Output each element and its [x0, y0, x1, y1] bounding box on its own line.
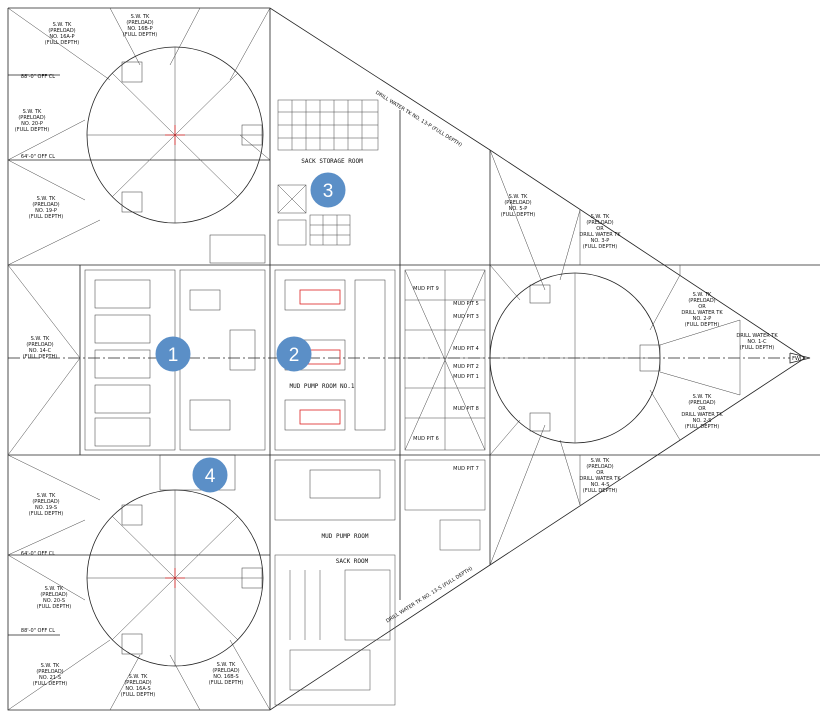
tank-label-sw-16s-b: S.W. TK (PRELOAD) NO. 16B-S (FULL DEPTH): [209, 662, 243, 686]
tank-label-sw-14c: S.W. TK (PRELOAD) NO. 14-C (FULL DEPTH): [23, 336, 57, 360]
offset-label-s64: 64'-0" OFF CL: [21, 551, 55, 557]
svg-text:3: 3: [323, 181, 334, 202]
mud-pit-2-label: MUD PIT 2: [453, 364, 479, 370]
marker-1[interactable]: 1: [155, 336, 191, 372]
tank-label-dw-1c: DRILL WATER TK NO. 1-C (FULL DEPTH): [736, 333, 778, 351]
tank-label-sw-20p: S.W. TK (PRELOAD) NO. 20-P (FULL DEPTH): [15, 109, 49, 133]
tank-labels: S.W. TK (PRELOAD) NO. 16A-P (FULL DEPTH) S.…: [15, 14, 779, 698]
tank-label-sw-2p: S.W. TK (PRELOAD) OR DRILL WATER TK NO. 2-P(…: [681, 292, 723, 328]
svg-text:1: 1: [168, 345, 179, 366]
svg-text:4: 4: [205, 466, 216, 487]
mud-pump-room-no1-label: MUD PUMP ROOM NO.1: [289, 383, 354, 390]
structural-webs: [7, 7, 741, 711]
mud-pit-9-label: MUD PIT 9: [413, 286, 439, 292]
marker-2[interactable]: 2: [276, 336, 312, 372]
mud-pump-room: [274, 269, 396, 521]
drill-water-top-label: DRILL WATER TK NO. 13-P (FULL DEPTH): [374, 90, 463, 149]
mud-pits: [404, 269, 486, 551]
tank-label-sw-4s: S.W. TK (PRELOAD) OR DRILL WATER TK NO. 4-S(…: [579, 458, 621, 494]
hull-outline: [7, 7, 820, 711]
offset-label-s88: 88'-0" OFF CL: [21, 628, 55, 634]
mud-pit-6-label: MUD PIT 6: [413, 436, 439, 442]
tank-label-sw-5p: S.W. TK (PRELOAD) NO. 5-P (FULL DEPTH): [501, 194, 535, 218]
tank-label-sw-19p: S.W. TK (PRELOAD) NO. 19-P (FULL DEPTH): [29, 196, 63, 220]
offset-label-p88: 88'-0" OFF CL: [21, 74, 55, 80]
sack-storage-label: SACK STORAGE ROOM: [301, 158, 363, 165]
mud-pump-room-label: MUD PUMP ROOM: [322, 533, 369, 540]
forward-arrow: [789, 352, 811, 364]
mud-pit-3-label: MUD PIT 3: [453, 314, 479, 320]
tank-label-sw-16p: S.W. TK (PRELOAD) NO. 16A-P (FULL DEPTH): [45, 22, 79, 46]
leg-well-starboard: [86, 489, 264, 667]
mud-pit-5-label: MUD PIT 5: [453, 301, 479, 307]
leg-well-port: [86, 46, 264, 224]
fwd-label: FWD: [792, 356, 804, 362]
drill-water-bottom-label: DRILL WATER TK NO. 13-S (FULL DEPTH): [385, 566, 474, 625]
offset-label-p64: 64'-0" OFF CL: [21, 154, 55, 160]
marker-3[interactable]: 3: [310, 172, 346, 208]
sack-room-label: SACK ROOM: [336, 558, 369, 565]
tank-label-sw-16p-b: S.W. TK (PRELOAD) NO. 16B-P (FULL DEPTH): [123, 14, 157, 38]
mud-pit-8-label: MUD PIT 8: [453, 406, 479, 412]
sack-storage-grid: [277, 99, 379, 246]
mud-pit-7-label: MUD PIT 7: [453, 466, 479, 472]
leg-well-bow: [489, 272, 661, 444]
offset-labels: 88'-0" OFF CL 64'-0" OFF CL 64'-0" OFF C…: [21, 74, 55, 634]
tank-label-sw-16s: S.W. TK (PRELOAD) NO. 16A-S (FULL DEPTH): [121, 674, 155, 698]
marker-4[interactable]: 4: [192, 457, 228, 493]
tank-label-sw-20s: S.W. TK (PRELOAD) NO. 20-S (FULL DEPTH): [37, 586, 71, 610]
svg-text:2: 2: [289, 345, 300, 366]
tank-label-sw-21s: S.W. TK (PRELOAD) NO. 21-S (FULL DEPTH): [33, 663, 67, 687]
tank-label-sw-2s: S.W. TK (PRELOAD) OR DRILL WATER TK NO. 2-S(…: [681, 394, 723, 430]
tank-label-sw-19s: S.W. TK (PRELOAD) NO. 19-S (FULL DEPTH): [29, 493, 63, 517]
mud-pit-4-label: MUD PIT 4: [453, 346, 479, 352]
mud-pit-1-label: MUD PIT 1: [453, 374, 479, 380]
tank-label-sw-3p: S.W. TK (PRELOAD) OR DRILL WATER TK NO. 3-P(…: [579, 214, 621, 250]
sack-room: [274, 554, 396, 706]
room-labels: SACK STORAGE ROOM MUD PUMP ROOM MUD PUMP…: [289, 90, 803, 625]
